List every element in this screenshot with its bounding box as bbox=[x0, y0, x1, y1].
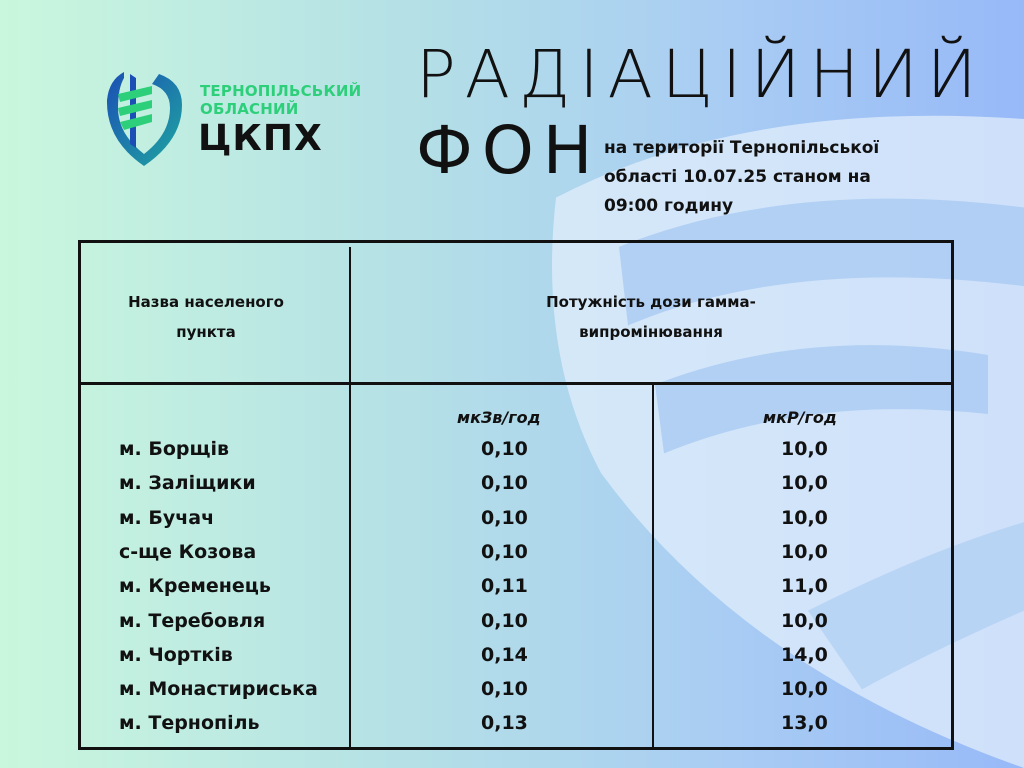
logo-shield-icon bbox=[106, 72, 182, 166]
dose-microroentgen: 14,0 bbox=[781, 643, 828, 666]
column-divider bbox=[652, 384, 654, 747]
dose-microroentgen: 10,0 bbox=[781, 678, 828, 701]
dose-microsievert: 0,10 bbox=[481, 609, 528, 632]
settlement-name: м. Теребовля bbox=[119, 609, 266, 632]
dose-microroentgen: 10,0 bbox=[781, 472, 828, 495]
settlement-name: м. Кременець bbox=[119, 575, 271, 598]
radiation-table: Назва населеного пункта Потужність дози … bbox=[78, 240, 954, 750]
dose-microsievert: 0,10 bbox=[481, 678, 528, 701]
title-line1: РАДІАЦІЙНИЙ bbox=[416, 36, 986, 113]
header-divider bbox=[81, 382, 951, 385]
dose-microroentgen: 13,0 bbox=[781, 712, 828, 735]
logo-text-line3: ЦКПХ bbox=[198, 118, 323, 159]
unit-microroentgen: мкР/год bbox=[763, 408, 837, 427]
dose-microroentgen: 10,0 bbox=[781, 438, 828, 460]
column-divider bbox=[349, 247, 351, 747]
subtitle: на території Тернопільської області 10.0… bbox=[604, 138, 880, 216]
settlement-name: с-ще Козова bbox=[119, 540, 257, 563]
dose-microroentgen: 10,0 bbox=[781, 506, 828, 529]
header-dose: Потужність дози гамма-випромінювання bbox=[546, 293, 756, 341]
dose-microsievert: 0,10 bbox=[481, 540, 528, 563]
dose-microroentgen: 11,0 bbox=[781, 575, 828, 598]
unit-microsievert: мкЗв/год bbox=[457, 408, 541, 427]
shield-watermark-icon bbox=[552, 115, 1024, 768]
settlement-name: м. Чортків bbox=[119, 643, 233, 666]
settlement-name: м. Бучач bbox=[119, 506, 215, 529]
dose-microsievert: 0,10 bbox=[481, 472, 528, 495]
dose-microsievert: 0,13 bbox=[481, 712, 528, 735]
settlement-name: м. Борщів bbox=[119, 438, 230, 460]
logo-text-line1: ТЕРНОПІЛЬСЬКИЙ bbox=[200, 82, 362, 100]
title-line2: ФОН bbox=[416, 112, 602, 189]
settlement-name: м. Заліщики bbox=[119, 472, 256, 495]
settlement-name: м. Монастириська bbox=[119, 678, 318, 701]
dose-microroentgen: 10,0 bbox=[781, 609, 828, 632]
header-settlement: Назва населеного пункта bbox=[128, 293, 284, 341]
dose-microsievert: 0,10 bbox=[481, 438, 528, 460]
dose-microsievert: 0,10 bbox=[481, 506, 528, 529]
dose-microsievert: 0,14 bbox=[481, 643, 528, 666]
settlement-name: м. Тернопіль bbox=[119, 712, 260, 735]
dose-microsievert: 0,11 bbox=[481, 575, 528, 598]
logo-text-line2: ОБЛАСНИЙ bbox=[200, 100, 299, 118]
dose-microroentgen: 10,0 bbox=[781, 540, 828, 563]
